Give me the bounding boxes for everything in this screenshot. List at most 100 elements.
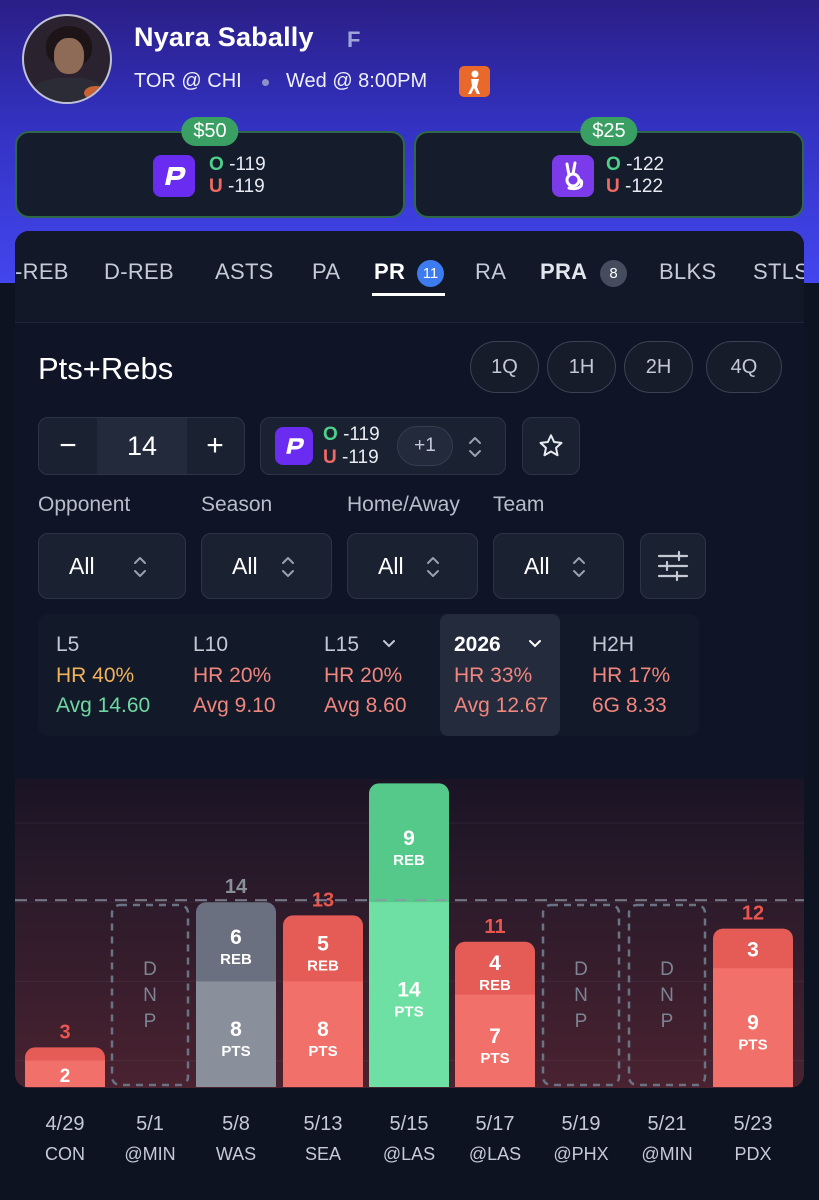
bar-pts-label: PTS	[480, 1050, 509, 1067]
tab-dreb[interactable]: D-REB	[104, 259, 174, 284]
x-axis-opponent-label: @LAS	[382, 1144, 436, 1164]
x-axis-opponent-label: @MIN	[641, 1144, 693, 1164]
chevron-updown-icon	[573, 557, 585, 577]
bar-pts-segment	[25, 1060, 105, 1087]
stat-col-season[interactable]: 2026 HR 33% Avg 12.67	[440, 614, 560, 736]
advanced-filters-button[interactable]	[640, 533, 706, 599]
favorite-button[interactable]	[522, 417, 580, 475]
under-odds: -122	[625, 176, 664, 197]
line-value: 14	[97, 418, 187, 474]
player-name[interactable]: Nyara Sabally	[134, 22, 314, 52]
x-axis-opponent-label: SEA	[304, 1144, 342, 1164]
stat-hit-rate: HR 20%	[324, 664, 403, 687]
bar-pts-value: 14	[397, 979, 421, 1002]
dnp-bar	[541, 903, 621, 1087]
stat-col-l10[interactable]: L10 HR 20% Avg 9.10	[179, 614, 299, 736]
filter-label-season: Season	[201, 493, 273, 516]
stat-col-l5[interactable]: L5 HR 40% Avg 14.60	[42, 614, 162, 736]
stat-head: L10	[193, 633, 229, 656]
stat-tab-bar[interactable]: -REB D-REB ASTS PA PR 11 RA PRA 8 BLKS S…	[15, 231, 804, 323]
chevron-down-icon	[383, 640, 395, 648]
decrement-button[interactable]: −	[59, 429, 77, 462]
line-stepper[interactable]: − 14 +	[38, 417, 245, 475]
odds-card-prizepicks[interactable]: $50 O -119 U -119	[15, 117, 405, 218]
bar-pts-segment	[196, 981, 276, 1087]
tab-blks[interactable]: BLKS	[659, 259, 717, 284]
tab-oreb[interactable]: -REB	[15, 259, 69, 284]
x-axis-opponent-label: @LAS	[468, 1144, 522, 1164]
bar-total-label: 12	[742, 903, 764, 925]
stat-col-h2h[interactable]: H2H HR 17% 6G 8.33	[578, 614, 698, 736]
filter-label-opponent: Opponent	[38, 493, 131, 516]
dnp-letter: P	[661, 1011, 674, 1032]
chevron-updown-icon[interactable]	[467, 433, 483, 461]
chevron-updown-icon	[427, 557, 439, 577]
player-position: F	[347, 27, 361, 52]
bar-reb-label: REB	[393, 852, 425, 869]
wnba-logo-icon	[459, 66, 490, 97]
x-axis-opponent-label: WAS	[215, 1144, 257, 1164]
opponent-select[interactable]: All	[38, 533, 186, 599]
bar-pts-value: 9	[747, 1012, 759, 1035]
x-axis-date-label: 5/13	[303, 1113, 343, 1135]
game-log-chart: 32DNP146REB8PTS135REB8PTS239REB14PTS114R…	[15, 779, 804, 1088]
bar-pts-segment	[455, 994, 535, 1087]
stat-average: Avg 12.67	[454, 694, 549, 717]
stat-col-l15[interactable]: L15 HR 20% Avg 8.60	[310, 614, 430, 736]
dnp-letter: N	[660, 985, 674, 1006]
increment-button[interactable]: +	[206, 429, 224, 462]
stat-panel: -REB D-REB ASTS PA PR 11 RA PRA 8 BLKS S…	[15, 231, 804, 1088]
bar-total-label: 14	[225, 876, 248, 898]
over-odds: -122	[626, 154, 665, 175]
bar-pts-value: 2	[60, 1066, 71, 1087]
x-axis-opponent-label: @PHX	[553, 1144, 609, 1164]
alt-lines-button[interactable]: +1	[397, 426, 453, 466]
price-pill: $50	[181, 117, 239, 146]
bar-reb-value: 5	[317, 932, 329, 955]
stat-average: Avg 9.10	[193, 694, 276, 717]
dnp-letter: N	[143, 985, 157, 1006]
tab-ra[interactable]: RA	[475, 259, 507, 284]
x-axis-opponent-label: PDX	[734, 1144, 772, 1164]
bar-pts-label: PTS	[221, 1043, 250, 1060]
season-select[interactable]: All	[201, 533, 332, 599]
separator-dot	[262, 79, 269, 86]
period-2h-button[interactable]: 2H	[624, 341, 693, 393]
home-away-select[interactable]: All	[347, 533, 478, 599]
bar-reb-label: REB	[307, 957, 339, 974]
chevron-updown-icon	[282, 557, 294, 577]
stat-average: Avg 8.60	[324, 694, 407, 717]
period-4q-button[interactable]: 4Q	[706, 341, 782, 393]
filter-label-home-away: Home/Away	[347, 493, 460, 516]
bar-pts-value: 8	[230, 1018, 242, 1041]
tab-pa[interactable]: PA	[312, 259, 341, 284]
period-1q-button[interactable]: 1Q	[470, 341, 539, 393]
bar-total-label: 3	[59, 1021, 70, 1043]
tab-pra[interactable]: PRA	[540, 259, 588, 284]
book-line-selector[interactable]: O -119 U -119 +1	[260, 417, 506, 475]
x-axis-date-label: 5/19	[561, 1113, 601, 1135]
tab-pra-badge: 8	[600, 260, 627, 287]
hit-rate-table: L5 HR 40% Avg 14.60 L10 HR 20% Avg 9.10 …	[38, 614, 699, 736]
tab-asts[interactable]: ASTS	[215, 259, 274, 284]
under-letter: U	[209, 176, 223, 197]
team-select[interactable]: All	[493, 533, 624, 599]
star-icon	[539, 434, 563, 457]
tab-stls[interactable]: STLS	[753, 259, 804, 284]
over-letter: O	[606, 154, 621, 175]
game-log-bars: 32DNP146REB8PTS135REB8PTS239REB14PTS114R…	[15, 779, 804, 1087]
tab-pr[interactable]: PR	[374, 259, 406, 284]
over-odds: -119	[343, 424, 380, 445]
opponent-select-value: All	[69, 553, 95, 579]
sliders-icon	[657, 550, 689, 582]
dnp-letter: D	[660, 959, 674, 980]
period-1h-button[interactable]: 1H	[547, 341, 616, 393]
underdog-logo-icon	[552, 155, 594, 197]
game-time: Wed @ 8:00PM	[286, 70, 428, 92]
odds-card-underdog[interactable]: $25 O -122 U -122	[414, 117, 804, 218]
bar-total-label: 11	[484, 916, 505, 938]
dnp-letter: N	[574, 985, 588, 1006]
bar-reb-label: REB	[479, 977, 511, 994]
player-avatar[interactable]	[22, 14, 112, 104]
chevron-down-icon	[529, 640, 541, 648]
